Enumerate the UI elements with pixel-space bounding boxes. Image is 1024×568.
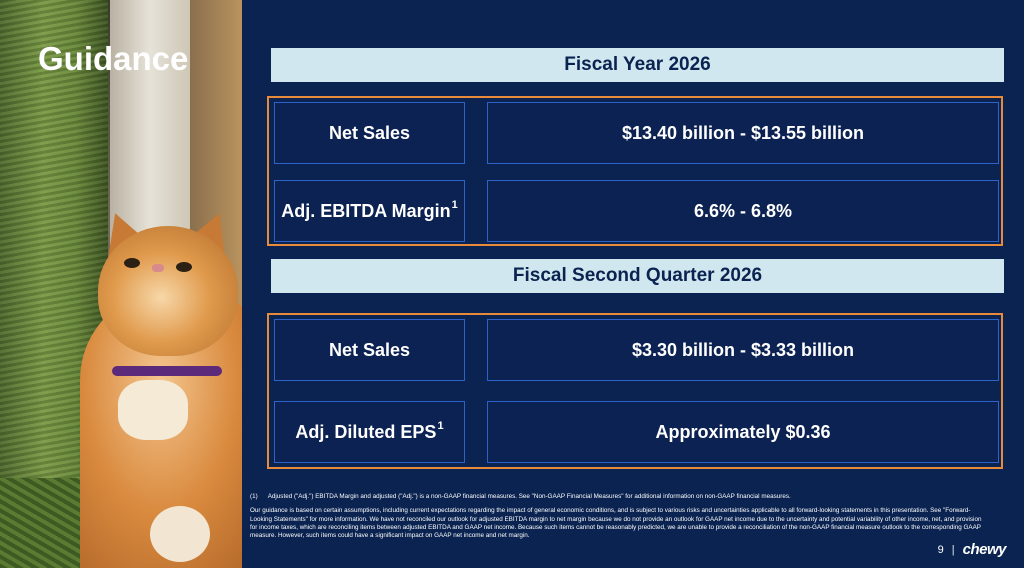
page-title: Guidance xyxy=(38,40,189,77)
slide-footer: 9 | chewy xyxy=(937,541,1007,558)
row-label-net-sales: Net Sales xyxy=(274,319,465,381)
label-text: Adj. EBITDA Margin xyxy=(281,200,451,221)
section-header-second-quarter: Fiscal Second Quarter 2026 xyxy=(271,259,1004,293)
cat-chest xyxy=(118,380,188,440)
value-text: Approximately $0.36 xyxy=(655,421,831,442)
footnote-1-marker: (1) xyxy=(250,493,258,500)
cat-eye-right xyxy=(176,262,192,272)
row-value-net-sales: $3.30 billion - $3.33 billion xyxy=(487,319,999,381)
value-text: $13.40 billion - $13.55 billion xyxy=(621,122,865,143)
cat-collar xyxy=(112,366,222,376)
guidance-group-second-quarter: Net Sales $3.30 billion - $3.33 billion … xyxy=(267,313,1003,469)
row-value-adj-ebitda-margin: 6.6% - 6.8% xyxy=(487,180,999,242)
row-value-adj-diluted-eps: Approximately $0.36 xyxy=(487,401,999,463)
label-text: Adj. Diluted EPS xyxy=(295,421,437,442)
row-value-net-sales: $13.40 billion - $13.55 billion xyxy=(487,102,999,164)
row-label-adj-ebitda-margin: Adj. EBITDA Margin 1 xyxy=(274,180,465,242)
chewy-logo: chewy xyxy=(962,541,1007,558)
footnote-marker: 1 xyxy=(437,420,444,432)
footnote-marker: 1 xyxy=(451,199,458,211)
footer-separator: | xyxy=(951,543,955,556)
cat-paw xyxy=(150,506,210,562)
value-text: $3.30 billion - $3.33 billion xyxy=(631,339,855,360)
value-text: 6.6% - 6.8% xyxy=(693,200,793,221)
guidance-group-fiscal-year: Net Sales $13.40 billion - $13.55 billio… xyxy=(267,96,1003,246)
guidance-disclaimer: Our guidance is based on certain assumpt… xyxy=(250,507,982,540)
footnote-1-text: Adjusted ("Adj.") EBITDA Margin and adju… xyxy=(267,493,791,500)
page-number: 9 xyxy=(937,543,944,556)
row-label-adj-diluted-eps: Adj. Diluted EPS 1 xyxy=(274,401,465,463)
label-text: Net Sales xyxy=(328,339,411,360)
footnote-1: (1) Adjusted ("Adj.") EBITDA Margin and … xyxy=(250,493,1000,501)
footnotes: (1) Adjusted ("Adj.") EBITDA Margin and … xyxy=(250,493,1000,540)
cat-eye-left xyxy=(124,258,140,268)
cat-photo xyxy=(0,0,242,568)
cat-nose xyxy=(152,264,164,272)
cat-head xyxy=(98,226,238,356)
label-text: Net Sales xyxy=(328,122,411,143)
row-label-net-sales: Net Sales xyxy=(274,102,465,164)
section-header-fiscal-year: Fiscal Year 2026 xyxy=(271,48,1004,82)
